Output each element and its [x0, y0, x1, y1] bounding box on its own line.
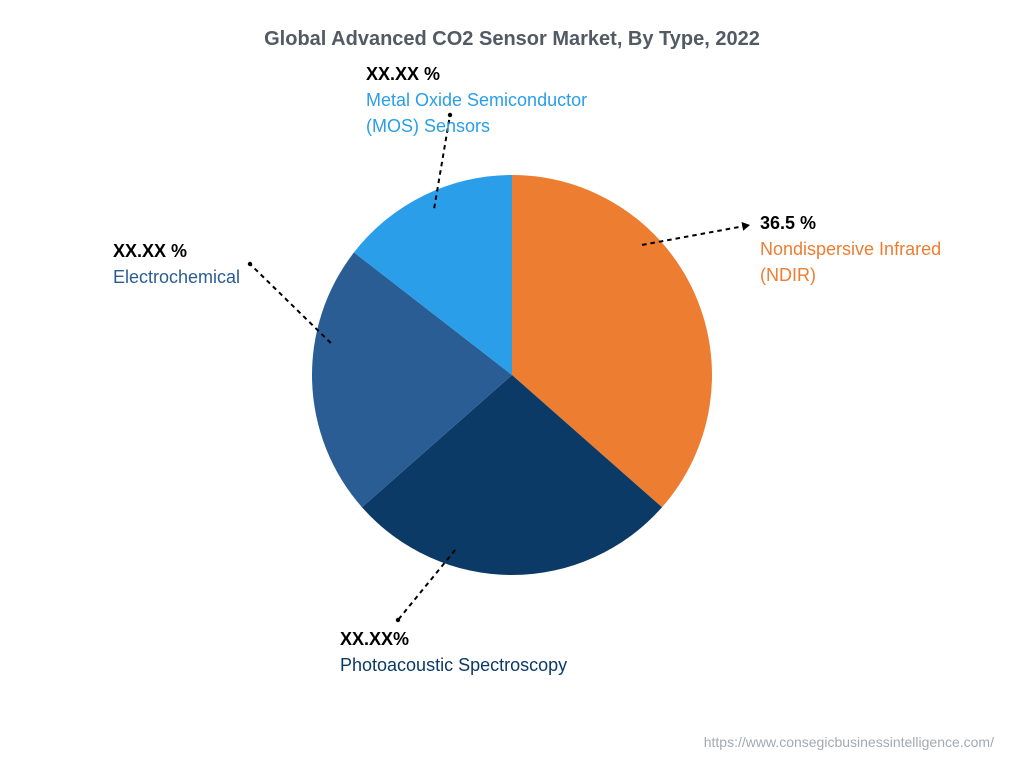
slice-name: Metal Oxide Semiconductor	[366, 87, 587, 113]
slice-name: Electrochemical	[113, 264, 240, 290]
slice-pct: XX.XX %	[113, 241, 187, 261]
leader-dot	[396, 618, 400, 622]
source-url: https://www.consegicbusinessintelligence…	[704, 734, 994, 750]
slice-pct: XX.XX %	[366, 64, 440, 84]
slice-pct: 36.5 %	[760, 213, 816, 233]
slice-label: XX.XX % Metal Oxide Semiconductor(MOS) Se…	[366, 61, 587, 139]
slice-name: Photoacoustic Spectroscopy	[340, 652, 567, 678]
slice-label: XX.XX% Photoacoustic Spectroscopy	[340, 626, 567, 678]
slice-pct: XX.XX%	[340, 629, 409, 649]
leader-arrowhead	[742, 222, 751, 231]
chart-title: Global Advanced CO2 Sensor Market, By Ty…	[0, 28, 1024, 51]
pie-chart	[312, 175, 712, 575]
leader-dot	[248, 262, 252, 266]
slice-label: 36.5 % Nondispersive Infrared(NDIR)	[760, 210, 941, 288]
slice-name-line2: (MOS) Sensors	[366, 113, 587, 139]
slice-label: XX.XX % Electrochemical	[113, 238, 240, 290]
slice-name: Nondispersive Infrared	[760, 236, 941, 262]
slice-name-line2: (NDIR)	[760, 262, 941, 288]
